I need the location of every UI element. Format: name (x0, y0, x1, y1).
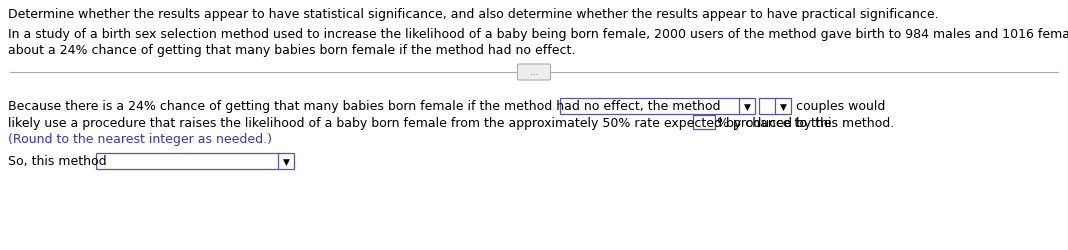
Bar (560, 98, 755, 114)
Text: In a study of a birth sex selection method used to increase the likelihood of a : In a study of a birth sex selection meth… (7, 28, 1068, 41)
Text: ▼: ▼ (283, 157, 289, 166)
Text: Because there is a 24% chance of getting that many babies born female if the met: Because there is a 24% chance of getting… (7, 100, 721, 112)
Bar (693, 116, 714, 130)
Text: about a 24% chance of getting that many babies born female if the method had no : about a 24% chance of getting that many … (7, 44, 576, 57)
Text: ...: ... (530, 68, 538, 77)
Text: couples would: couples would (796, 100, 885, 112)
Text: (Round to the nearest integer as needed.): (Round to the nearest integer as needed.… (7, 132, 272, 145)
Text: ▼: ▼ (780, 102, 786, 111)
Text: likely use a procedure that raises the likelihood of a baby born female from the: likely use a procedure that raises the l… (7, 116, 832, 130)
FancyBboxPatch shape (518, 65, 550, 81)
Text: ▼: ▼ (743, 102, 751, 111)
Text: So, this method: So, this method (7, 154, 107, 167)
Text: Determine whether the results appear to have statistical significance, and also : Determine whether the results appear to … (7, 8, 939, 21)
Text: % produced by this method.: % produced by this method. (717, 116, 894, 130)
Bar (96, 154, 294, 169)
Bar (759, 98, 791, 114)
